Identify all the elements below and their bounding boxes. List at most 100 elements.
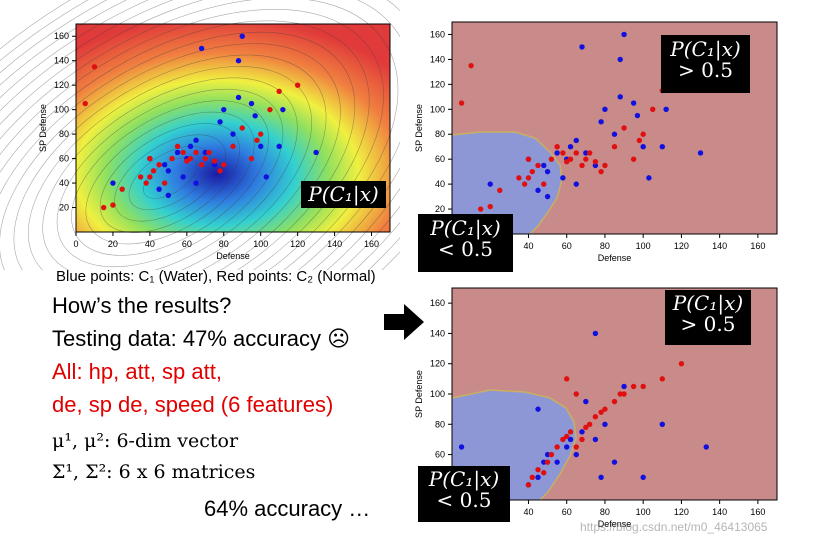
plot3-ytick-label: 120: [430, 359, 445, 369]
plot2-blue-point: [567, 144, 574, 150]
plot1-red-point: [248, 155, 255, 162]
plot2-red-point: [525, 175, 532, 181]
plot3-blue-point: [541, 459, 547, 465]
contour-line: [0, 0, 399, 270]
plot1-blue-point: [313, 149, 319, 156]
plot1-red-point: [143, 180, 149, 186]
contour-line: [0, 0, 400, 270]
plot1-xtick-label: 160: [364, 239, 379, 249]
plot1-red-point: [211, 158, 218, 164]
plot1-red-point: [221, 162, 227, 168]
contour-line: [13, 54, 327, 270]
plot1-blue-point: [156, 186, 162, 192]
plot2-xtick-label: 80: [600, 241, 610, 251]
plot3-red-point: [592, 414, 599, 420]
plot1-ytick-label: 140: [54, 56, 69, 66]
tag-top-left-label: P(C₁|x): [308, 182, 379, 206]
tag-bottom-right-line1: P(C₁|x): [672, 291, 744, 315]
plot2-ytick-label: 160: [430, 29, 445, 39]
plot1-red-point: [119, 186, 125, 192]
plot1-red-point: [276, 88, 282, 94]
plot3-ylabel: SP Defense: [414, 370, 424, 418]
plot1-blue-point: [110, 180, 116, 186]
plot1-red-point: [206, 149, 212, 156]
tag-top-right-line2: > 0.5: [678, 58, 733, 82]
plot1-ytick-label: 100: [54, 105, 69, 115]
plot3-blue-point: [592, 436, 599, 443]
plot2-ylabel: SP Defense: [414, 104, 424, 152]
plot1-blue-point: [193, 180, 199, 186]
plot3-blue-point: [458, 444, 465, 450]
plot3-red-point: [602, 406, 608, 412]
plot2-blue-point: [544, 168, 551, 175]
plot2-red-point: [586, 150, 593, 156]
plot1-red-point: [101, 204, 107, 211]
plot1-blue-point: [276, 143, 282, 150]
plot3-blue-point: [659, 421, 665, 427]
plot3-blue-point: [535, 474, 541, 480]
plot1-ytick-label: 80: [59, 129, 69, 139]
plot2-red-point: [564, 158, 570, 165]
plot1-red-point: [150, 168, 157, 174]
plot3-red-point: [529, 474, 535, 480]
plot1-red-point: [230, 143, 236, 150]
plot3-red-point: [564, 433, 570, 440]
plot3-ytick-label: 100: [430, 389, 445, 399]
plot2-red-point: [640, 131, 646, 137]
plot2-red-point: [487, 203, 493, 210]
plot1-red-point: [147, 155, 153, 162]
plot1-xlabel: Defense: [216, 251, 250, 261]
plot3-ytick-label: 160: [430, 298, 445, 308]
plot2-blue-point: [560, 175, 566, 181]
plot2-red-point: [548, 156, 555, 162]
tag-mid-line2: < 0.5: [438, 237, 493, 261]
plot2-red-point: [516, 175, 522, 181]
tag-top-left: P(C₁|x): [301, 181, 386, 208]
features-line1: All: hp, att, sp att,: [52, 359, 222, 384]
plot2-ytick-label: 100: [430, 104, 445, 114]
plot3-blue-point: [602, 421, 608, 427]
plot2-xtick-label: 140: [712, 241, 727, 251]
plot1-red-point: [137, 174, 144, 180]
plot3-xtick-label: 120: [674, 507, 689, 517]
plot2-ytick-label: 140: [430, 54, 445, 64]
contour-line: [0, 0, 400, 270]
plot1-xtick-label: 60: [182, 239, 192, 249]
plot2-red-point: [567, 156, 574, 162]
plot1-blue-point: [221, 106, 227, 113]
plot1-red-point: [193, 149, 199, 156]
plot3-red-point: [579, 436, 585, 443]
plot2-red-point: [636, 137, 643, 144]
contour-plot: 0 20 40 60 80 100 120 140 160 20 40 60 80 100 120 140 16…: [0, 0, 400, 270]
plot3-red-point: [573, 444, 579, 450]
plot2-xtick-label: 100: [636, 241, 651, 251]
plot1-red-point: [91, 64, 98, 70]
plot3-xtick-label: 60: [562, 507, 572, 517]
plot3-red-point: [544, 459, 551, 465]
plot2-xtick-label: 40: [523, 241, 533, 251]
plot1-blue-point: [165, 168, 172, 174]
plot1-xtick-label: 40: [145, 239, 155, 249]
plot3-red-point: [564, 376, 570, 382]
plot2-red-point: [583, 156, 589, 162]
plot1-ytick-label: 40: [59, 178, 69, 188]
plot2-red-point: [497, 187, 503, 194]
plot2-red-point: [535, 162, 541, 169]
decision-boundary-2: [451, 389, 577, 501]
plot1-red-point: [180, 149, 186, 156]
plot3-xtick-label: 40: [523, 507, 533, 517]
plot2-red-point: [579, 162, 585, 169]
question: How’s the results?: [52, 293, 232, 318]
plot1-blue-point: [235, 58, 242, 64]
plot1-blue-point: [193, 137, 199, 143]
plot2-red-point: [598, 168, 604, 175]
plot3-blue-point: [703, 444, 709, 450]
plot2-blue-point: [573, 137, 579, 144]
plot2-axes: 2040608010012014016020406080100120140160…: [414, 29, 765, 263]
plot1-xtick-label: 0: [73, 239, 78, 249]
plot3-red-point: [611, 398, 618, 405]
plot3-red-point: [548, 451, 555, 458]
contour-line: [0, 43, 341, 270]
plot1-blue-point: [165, 192, 172, 198]
plot1-xtick-label: 120: [290, 239, 305, 249]
